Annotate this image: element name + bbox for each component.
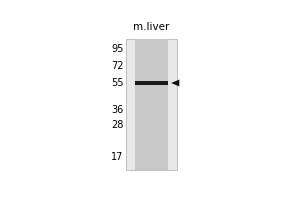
Text: 28: 28 <box>111 120 124 130</box>
Bar <box>126 39 177 170</box>
Text: 17: 17 <box>111 152 124 162</box>
Text: 55: 55 <box>111 78 124 88</box>
Bar <box>135 39 168 170</box>
Bar <box>135 81 168 85</box>
Text: m.liver: m.liver <box>133 22 169 32</box>
Text: 95: 95 <box>111 44 124 54</box>
Text: 72: 72 <box>111 61 124 71</box>
Text: 36: 36 <box>111 105 124 115</box>
Polygon shape <box>171 80 179 86</box>
